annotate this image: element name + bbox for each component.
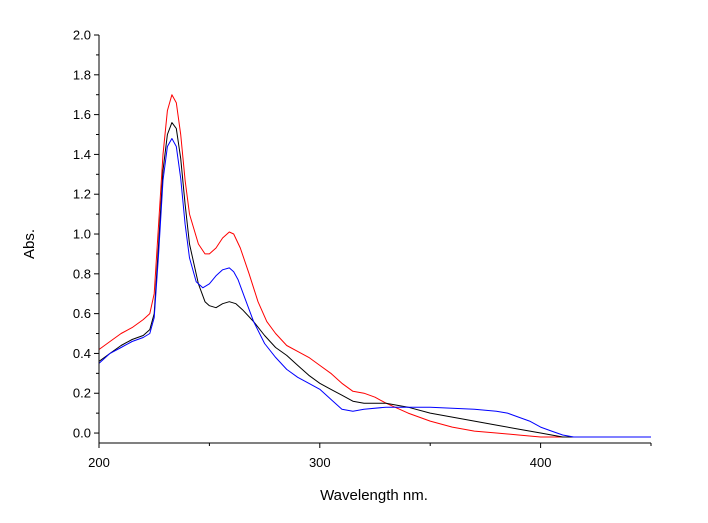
y-tick-label: 1.0	[73, 227, 91, 242]
x-tick-label: 300	[309, 455, 331, 470]
y-tick-label: 0.2	[73, 386, 91, 401]
y-tick-label: 1.2	[73, 187, 91, 202]
series-line-3	[98, 138, 651, 438]
x-tick-label: 400	[530, 455, 552, 470]
y-tick-label: 1.6	[73, 107, 91, 122]
plot-axes-group: 0.0 0.2 0.4 0.6 0.8 1.0 1.2 1.4 1.6 1.8 2.0 200 300 4…	[73, 28, 652, 470]
y-tick-label: 2.0	[73, 28, 91, 43]
x-axis-title: Wavelength nm.	[320, 487, 428, 504]
y-tick-label: 1.8	[73, 67, 91, 82]
y-axis-title: Abs.	[21, 229, 38, 259]
series-line-1	[98, 94, 651, 438]
series-line-2	[98, 122, 651, 438]
x-tick-label: 200	[88, 455, 110, 470]
y-tick-label: 0.4	[73, 346, 91, 361]
y-tick-label: 0.0	[73, 426, 91, 441]
y-tick-label: 1.4	[73, 147, 91, 162]
y-tick-label: 0.6	[73, 306, 91, 321]
y-tick-label: 0.8	[73, 266, 91, 281]
plot-series-group	[98, 94, 651, 438]
